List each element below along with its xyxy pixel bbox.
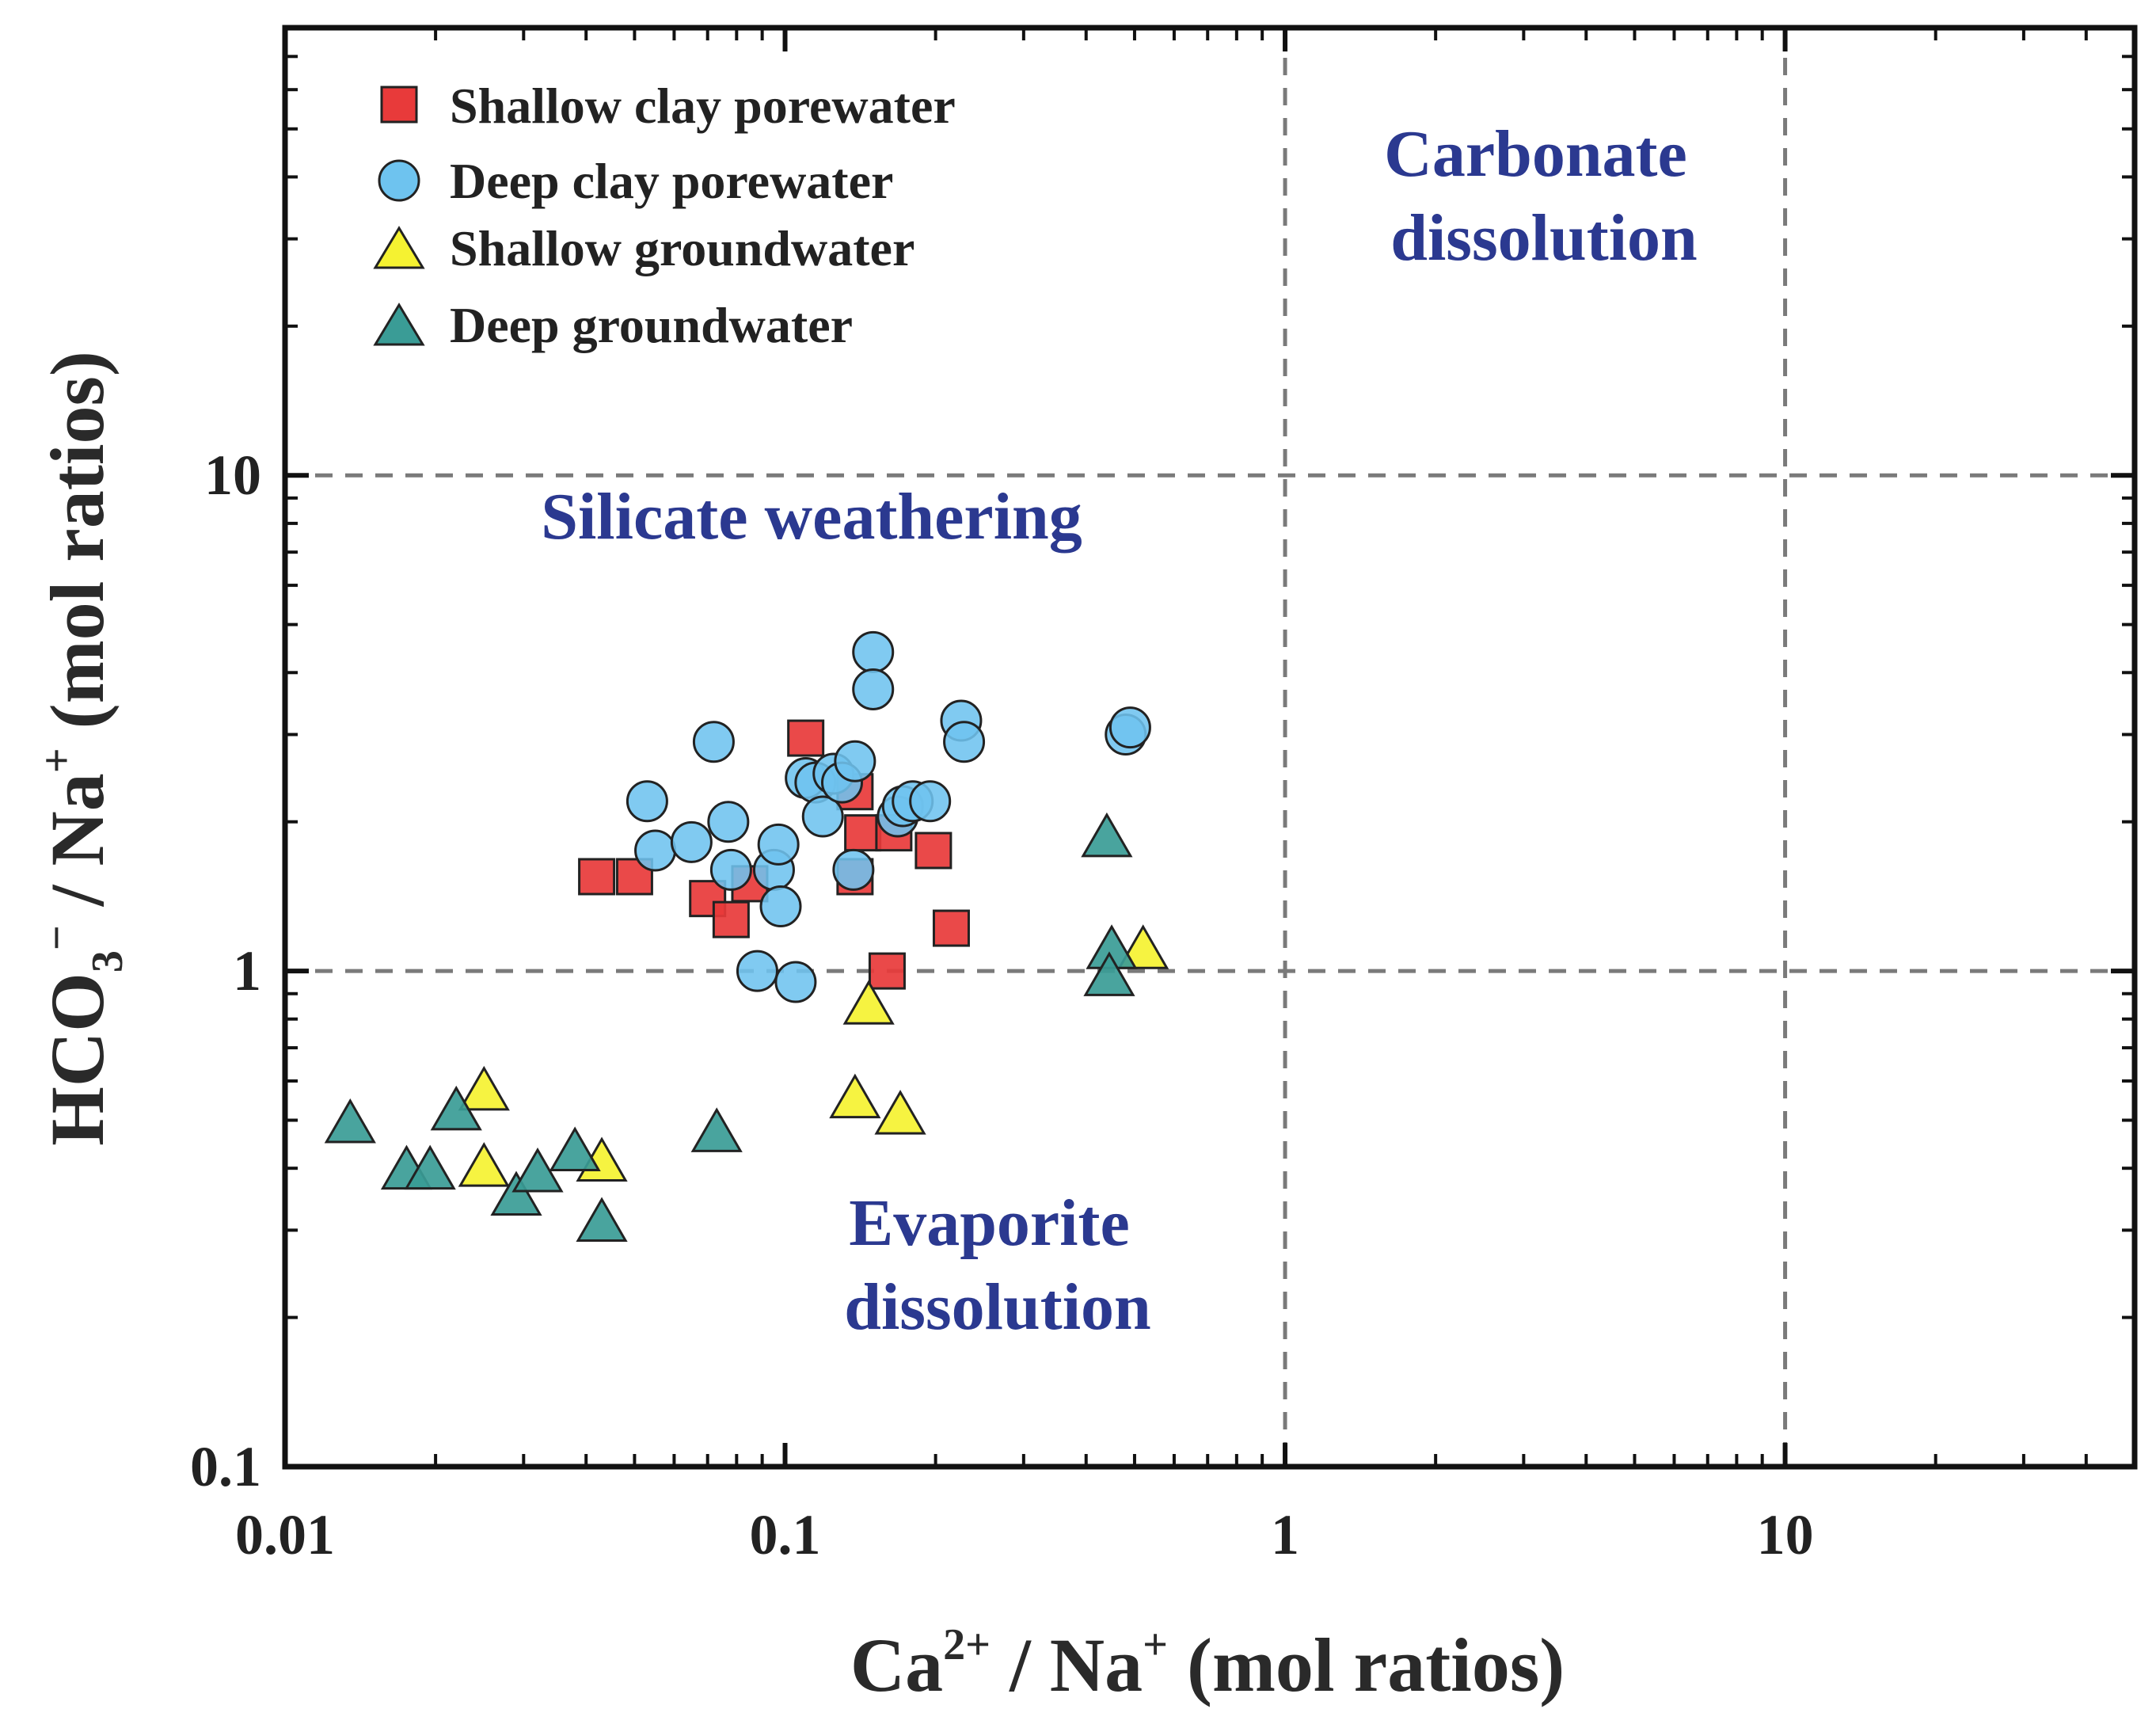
data-point-square	[844, 814, 882, 852]
region-carbonate-line2: dissolution	[1390, 201, 1698, 275]
y-tick-label: 0.1	[190, 1435, 261, 1498]
data-point-triangle	[874, 1090, 926, 1135]
plot-frame	[282, 25, 2138, 1470]
data-point-triangle	[324, 1098, 376, 1144]
series-deep-clay-porewater	[626, 630, 1151, 1003]
data-point-circle	[801, 795, 844, 838]
region-label-carbonate: Carbonate dissolution	[1384, 117, 1704, 275]
data-point-square	[578, 858, 616, 896]
y-axis-title: HCO3− / Na+ (mol ratios)	[32, 351, 132, 1146]
data-point-triangle	[1083, 951, 1135, 996]
data-point-triangle	[549, 1126, 601, 1172]
x-tick-label: 10	[1757, 1503, 1814, 1566]
legend-label-deep-gw: Deep groundwater	[450, 297, 853, 353]
x-tick-label: 0.01	[235, 1503, 335, 1566]
data-point-triangle	[430, 1085, 482, 1131]
data-point-triangle	[690, 1107, 743, 1152]
legend-marker-circle	[378, 159, 420, 202]
y-tick-label: 1	[233, 939, 261, 1003]
data-point-circle	[709, 848, 752, 891]
legend: Shallow clay porewater Deep clay porewat…	[373, 78, 956, 353]
data-point-triangle	[458, 1065, 510, 1111]
data-point-circle	[692, 721, 735, 763]
legend-label-deep-clay: Deep clay porewater	[450, 153, 893, 209]
data-point-triangle	[404, 1144, 456, 1190]
data-point-circle	[759, 885, 802, 928]
data-point-circle	[943, 721, 986, 763]
legend-marker-triangle-yellow	[373, 226, 425, 269]
data-point-circle	[832, 848, 875, 891]
data-point-square	[914, 832, 953, 870]
region-carbonate-line1: Carbonate	[1384, 117, 1687, 191]
series-shallow-groundwater	[458, 924, 1169, 1187]
axis-ticks	[283, 28, 2135, 1469]
data-point-circle	[634, 829, 677, 872]
data-point-triangle	[1117, 924, 1169, 969]
data-point-circle	[1108, 706, 1151, 749]
data-point-circle	[852, 668, 895, 710]
legend-label-shallow-clay: Shallow clay porewater	[450, 78, 956, 134]
data-point-triangle	[458, 1142, 510, 1187]
data-point-square	[868, 952, 906, 990]
data-point-square	[712, 900, 750, 938]
data-point-triangle	[829, 1073, 881, 1119]
region-evaporite-line2: dissolution	[844, 1270, 1151, 1344]
data-point-circle	[626, 780, 668, 823]
series-deep-groundwater	[324, 812, 1138, 1242]
data-point-triangle	[490, 1170, 542, 1216]
data-point-circle	[707, 801, 750, 843]
x-tick-label: 1	[1271, 1503, 1299, 1566]
region-label-evaporite: Evaporite dissolution	[844, 1186, 1151, 1344]
data-points	[324, 630, 1169, 1242]
data-point-triangle	[1081, 812, 1133, 858]
legend-label-shallow-gw: Shallow groundwater	[450, 220, 914, 276]
data-point-square	[787, 719, 825, 757]
data-point-circle	[834, 740, 876, 782]
data-point-triangle	[576, 1197, 628, 1242]
data-point-circle	[852, 630, 895, 673]
data-point-circle	[757, 823, 800, 866]
data-point-circle	[670, 820, 713, 863]
y-tick-label: 10	[204, 443, 261, 507]
data-point-circle	[736, 950, 778, 992]
data-point-circle	[774, 961, 817, 1003]
data-point-square	[932, 909, 970, 947]
legend-marker-triangle-teal	[373, 303, 425, 346]
region-evaporite-line1: Evaporite	[849, 1186, 1130, 1260]
x-axis-title: Ca2+ / Na+ (mol ratios)	[850, 1620, 1565, 1707]
region-silicate-line1: Silicate weathering	[541, 480, 1082, 554]
x-tick-label: 0.1	[750, 1503, 821, 1566]
reference-lines	[285, 28, 2135, 1467]
legend-marker-square	[380, 86, 418, 124]
data-point-triangle	[511, 1148, 564, 1193]
data-point-circle	[909, 780, 952, 823]
data-point-triangle	[842, 980, 895, 1025]
region-label-silicate: Silicate weathering	[541, 480, 1082, 554]
